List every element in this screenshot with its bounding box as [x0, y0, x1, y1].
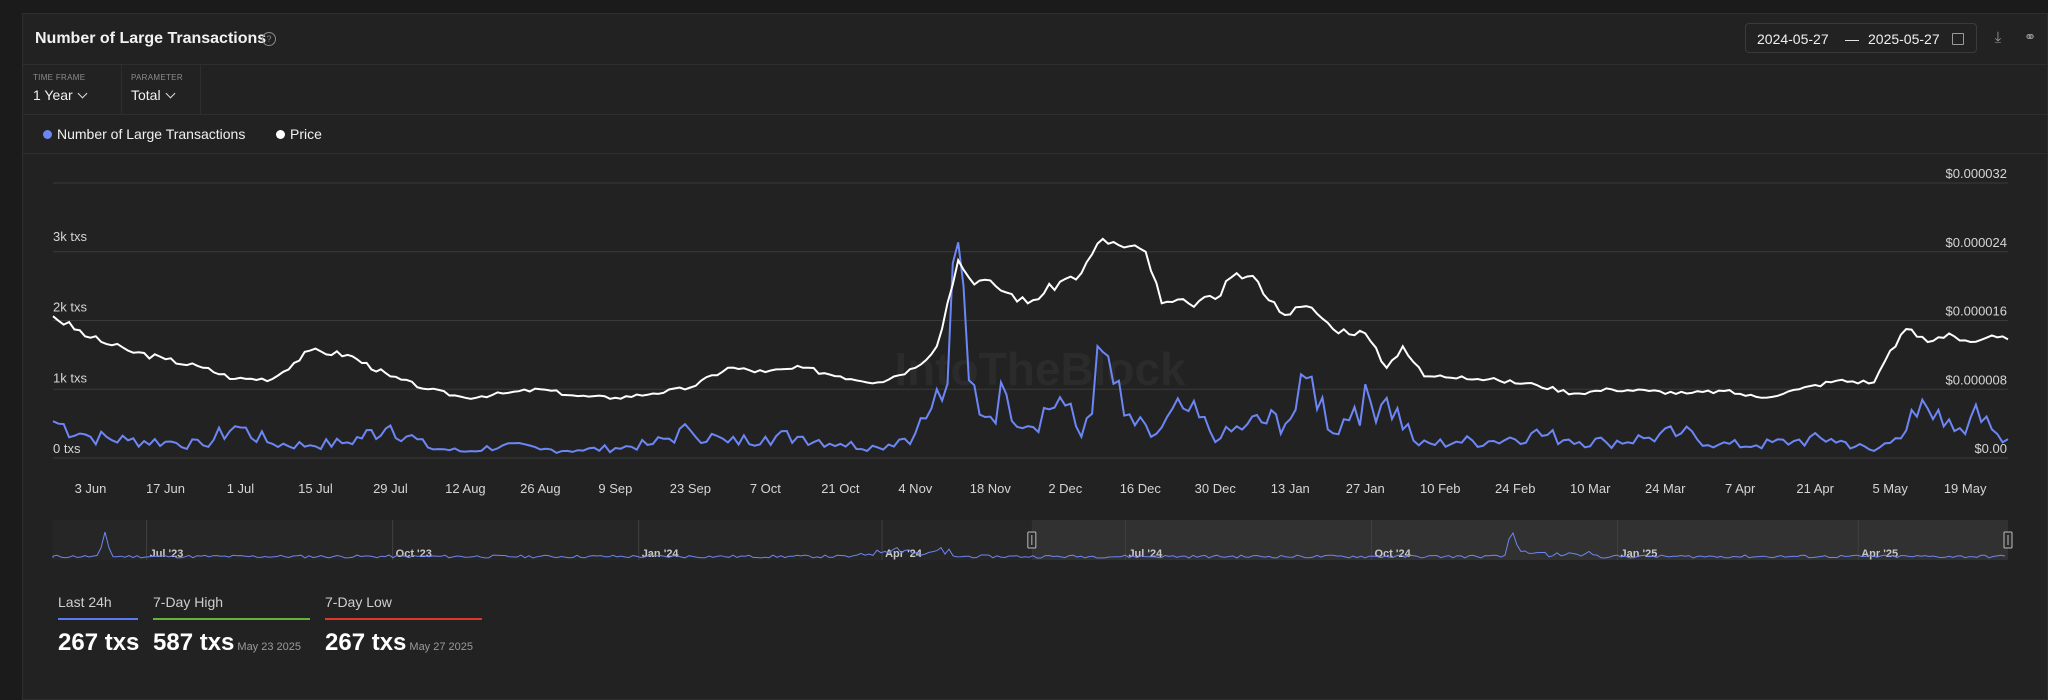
y-right-tick-label: $0.000024 [1946, 235, 2007, 250]
x-tick-label: 21 Apr [1796, 481, 1834, 496]
x-tick-label: 10 Feb [1420, 481, 1460, 496]
x-tick-label: 26 Aug [520, 481, 561, 496]
x-tick-label: 23 Sep [670, 481, 711, 496]
timeframe-label: TIME FRAME [33, 73, 86, 82]
y-right-tick-label: $0.00 [1974, 441, 2007, 456]
y-right-tick-label: $0.000008 [1946, 372, 2007, 387]
link-icon[interactable]: ⚭ [2023, 29, 2037, 46]
x-tick-label: 9 Sep [598, 481, 632, 496]
navigator-tick-label: Oct '23 [396, 548, 432, 560]
range-navigator[interactable]: Jul '23 Oct '23 Jan '24 Apr '24 Jul '24 Oct '… [52, 520, 2013, 560]
date-from: 2024-05-27 [1757, 31, 1829, 47]
parameter-label: PARAMETER [131, 73, 183, 82]
parameter-select[interactable]: PARAMETER Total [111, 64, 201, 114]
stat-value: 587 txs [153, 629, 235, 656]
stat-7day-high: 7-Day High 587 txs May 23 2025 [153, 594, 310, 657]
stat-date: May 23 2025 [237, 641, 302, 653]
date-range-picker[interactable]: 2024-05-27 — 2025-05-27 [1745, 23, 1977, 53]
stat-label: 7-Day Low [325, 594, 482, 620]
y-left-tick-label: 2k txs [53, 300, 87, 315]
chart-panel: Number of Large Transactions ? 2024-05-2… [22, 13, 2048, 700]
x-tick-label: 24 Feb [1495, 481, 1535, 496]
stat-label: Last 24h [58, 594, 138, 620]
y-right-tick-label: $0.000016 [1946, 304, 2007, 319]
stat-value: 267 txs [325, 629, 407, 656]
stat-label: 7-Day High [153, 594, 310, 620]
legend-dot [276, 130, 285, 139]
y-left-tick-label: 0 txs [53, 441, 81, 456]
series-line-transactions [52, 242, 2009, 455]
x-tick-label: 29 Jul [373, 481, 408, 496]
watermark: IntoTheBlock [894, 343, 1186, 395]
navigator-tick-label: Jul '24 [1128, 548, 1163, 560]
series-line-price [52, 237, 2009, 400]
x-tick-label: 10 Mar [1570, 481, 1611, 496]
x-tick-label: 5 May [1872, 481, 1908, 496]
panel-header: Number of Large Transactions ? 2024-05-2… [23, 14, 2047, 65]
x-tick-label: 7 Apr [1725, 481, 1756, 496]
calendar-icon[interactable] [1952, 33, 1964, 45]
navigator-tick-label: Jan '24 [642, 548, 680, 560]
x-tick-label: 2 Dec [1048, 481, 1082, 496]
stat-last-24h: Last 24h 267 txs [58, 594, 140, 657]
x-tick-label: 18 Nov [970, 481, 1012, 496]
x-tick-label: 15 Jul [298, 481, 333, 496]
x-tick-label: 12 Aug [445, 481, 486, 496]
x-tick-label: 27 Jan [1346, 481, 1385, 496]
stat-7day-low: 7-Day Low 267 txs May 27 2025 [325, 594, 482, 657]
navigator-series-line [52, 531, 2006, 559]
legend-item-price[interactable]: Price [276, 126, 322, 142]
stat-value: 267 txs [58, 629, 140, 656]
y-left-tick-label: 3k txs [53, 229, 87, 244]
x-tick-label: 4 Nov [898, 481, 932, 496]
x-tick-label: 16 Dec [1120, 481, 1162, 496]
x-tick-label: 7 Oct [750, 481, 781, 496]
legend-item-transactions[interactable]: Number of Large Transactions [43, 126, 245, 142]
x-tick-label: 13 Jan [1271, 481, 1310, 496]
stat-date: May 27 2025 [409, 641, 474, 653]
y-right-tick-label: $0.000032 [1946, 166, 2007, 181]
timeframe-value: 1 Year [33, 87, 73, 103]
page-title: Number of Large Transactions [35, 30, 267, 47]
controls-bar: TIME FRAME 1 Year PARAMETER Total [23, 64, 2047, 115]
timeframe-select[interactable]: TIME FRAME 1 Year [13, 64, 122, 114]
x-tick-label: 19 May [1944, 481, 1987, 496]
legend-label: Price [290, 126, 322, 142]
help-icon[interactable]: ? [262, 32, 276, 46]
navigator-selection[interactable] [1031, 520, 2008, 560]
x-tick-label: 17 Jun [146, 481, 185, 496]
x-tick-label: 1 Jul [227, 481, 255, 496]
legend-label: Number of Large Transactions [57, 126, 246, 142]
date-separator: — [1845, 31, 1859, 47]
navigator-tick-label: Apr '25 [1861, 548, 1898, 560]
navigator-tick-label: Oct '24 [1374, 548, 1411, 560]
navigator-tick-label: Jan '25 [1621, 548, 1658, 560]
navigator-tick-label: Apr '24 [885, 548, 923, 560]
parameter-value: Total [131, 87, 161, 103]
y-left-tick-label: 1k txs [53, 370, 87, 385]
x-tick-label: 21 Oct [821, 481, 860, 496]
date-to: 2025-05-27 [1868, 31, 1940, 47]
x-tick-label: 3 Jun [75, 481, 107, 496]
download-icon[interactable]: ⤓ [1994, 29, 2002, 46]
x-tick-label: 30 Dec [1195, 481, 1237, 496]
legend-dot [43, 130, 52, 139]
legend: Number of Large Transactions Price [23, 115, 2047, 154]
x-tick-label: 24 Mar [1645, 481, 1686, 496]
